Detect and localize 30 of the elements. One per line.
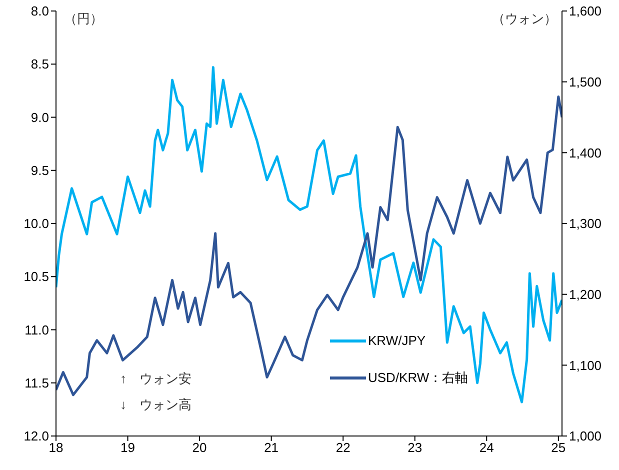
- y2-axis-title: （ウォン）: [492, 10, 557, 28]
- y2-tick-label: 1,100: [569, 358, 602, 373]
- x-tick-label: 23: [408, 440, 422, 456]
- x-tick-label: 20: [192, 440, 207, 456]
- y-tick-label: 12.0: [24, 428, 49, 444]
- y-tick-label: 11.0: [24, 322, 49, 338]
- y-tick-label: 8.5: [30, 56, 49, 72]
- annotation: ↓ ウォン高: [120, 396, 192, 414]
- y2-tick-label: 1,000: [569, 428, 602, 444]
- y2-tick-label: 1,600: [569, 4, 602, 19]
- legend-label: KRW/JPY: [368, 333, 426, 348]
- y-tick-label: 9.0: [30, 110, 49, 125]
- x-tick-label: 25: [551, 440, 566, 456]
- x-tick-label: 18: [48, 440, 64, 456]
- annotation: ↑ ウォン安: [120, 370, 192, 388]
- y-tick-label: 10.5: [24, 269, 49, 284]
- y-tick-label: 11.5: [24, 375, 49, 390]
- x-tick-label: 24: [479, 440, 494, 456]
- y-axis-title: （円）: [64, 10, 103, 28]
- x-tick-label: 22: [336, 440, 350, 456]
- y2-tick-label: 1,200: [569, 286, 602, 302]
- y-tick-label: 8.0: [30, 4, 49, 19]
- y2-tick-label: 1,300: [569, 216, 602, 232]
- y-tick-label: 10.0: [24, 216, 49, 232]
- x-tick-label: 21: [264, 440, 279, 456]
- legend-label: USD/KRW：右軸: [368, 368, 468, 386]
- y-tick-label: 9.5: [30, 162, 49, 178]
- x-tick-label: 19: [120, 440, 136, 456]
- y2-tick-label: 1,500: [569, 74, 602, 90]
- y2-tick-label: 1,400: [569, 145, 602, 160]
